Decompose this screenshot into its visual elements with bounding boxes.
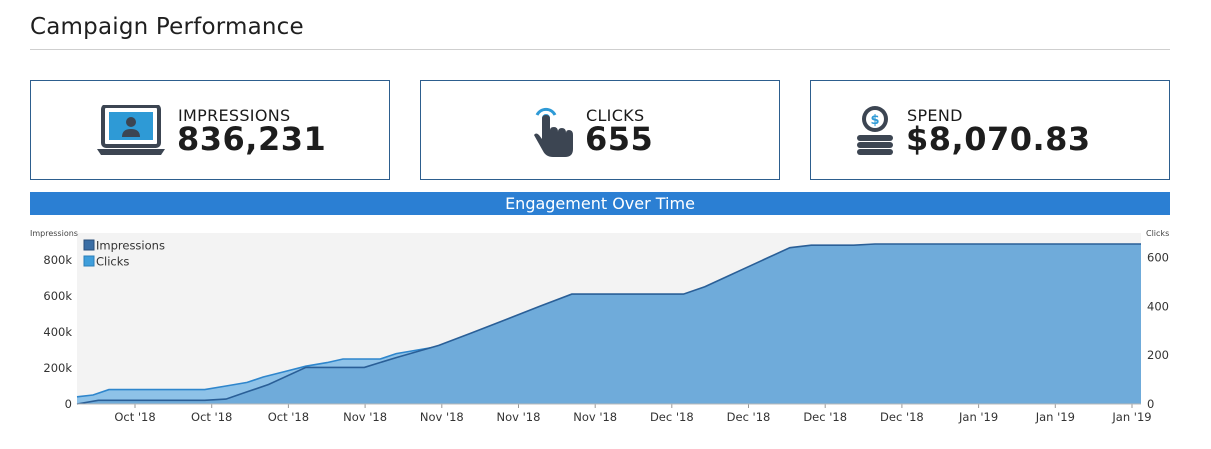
engagement-chart: 0 200k 400k 600k 800k 0 200 400 600 Oct '18 Oct '1… — [0, 222, 1211, 442]
clicks-area — [77, 244, 1141, 404]
x-tick-label: Dec '18 — [880, 410, 924, 424]
kpi-label: CLICKS — [586, 106, 645, 125]
x-tick-label: Jan '19 — [958, 410, 998, 424]
title-divider — [30, 49, 1170, 50]
clicks-line — [76, 243, 1141, 405]
section-header-band: Engagement Over Time — [30, 192, 1170, 215]
x-tick-label: Dec '18 — [727, 410, 771, 424]
kpi-impressions-card: IMPRESSIONS 836,231 — [30, 80, 390, 180]
kpi-value: 836,231 — [177, 120, 327, 158]
y-axis-left-label: Impressions — [30, 229, 78, 238]
laptop-user-icon — [97, 104, 165, 161]
y-right-tick-label: 0 — [1147, 397, 1154, 411]
coin-stack-icon: $ — [855, 105, 895, 161]
x-tick-label: Nov '18 — [497, 410, 541, 424]
x-tick-label: Oct '18 — [191, 410, 232, 424]
y-right-tick-label: 400 — [1147, 299, 1169, 313]
legend-label-clicks: Clicks — [96, 255, 129, 269]
x-tick-label: Nov '18 — [343, 410, 387, 424]
kpi-value: 655 — [585, 120, 654, 158]
x-tick-label: Nov '18 — [573, 410, 617, 424]
x-tick-label: Nov '18 — [420, 410, 464, 424]
x-tick-label: Oct '18 — [268, 410, 309, 424]
legend-swatch-clicks — [83, 255, 95, 267]
y-right-tick-label: 200 — [1147, 348, 1169, 362]
kpi-value: $8,070.83 — [906, 120, 1091, 158]
legend-label-impressions: Impressions — [96, 239, 165, 253]
y-left-tick-label: 200k — [43, 361, 72, 375]
kpi-label: SPEND — [907, 106, 963, 125]
legend-swatch-impressions — [83, 239, 95, 251]
y-axis-right-label: Clicks — [1146, 229, 1169, 238]
x-tick-label: Jan '19 — [1111, 410, 1151, 424]
y-left-tick-label: 400k — [43, 325, 72, 339]
kpi-spend-card: $ SPEND $8,070.83 — [810, 80, 1170, 180]
y-left-tick-label: 800k — [43, 253, 72, 267]
y-left-tick-label: 0 — [65, 397, 72, 411]
kpi-clicks-card: CLICKS 655 — [420, 80, 780, 180]
x-tick-label: Oct '18 — [114, 410, 155, 424]
page-title: Campaign Performance — [30, 14, 304, 40]
x-tick-label: Dec '18 — [650, 410, 694, 424]
kpi-label: IMPRESSIONS — [178, 106, 291, 125]
x-tick-label: Dec '18 — [803, 410, 847, 424]
engagement-chart-svg: 0 200k 400k 600k 800k 0 200 400 600 Oct '18 Oct '1… — [30, 229, 1169, 424]
y-left-tick-label: 600k — [43, 289, 72, 303]
x-tick-label: Jan '19 — [1035, 410, 1075, 424]
y-right-tick-label: 600 — [1147, 250, 1169, 264]
svg-text:$: $ — [870, 113, 879, 128]
pointer-hand-icon — [531, 105, 577, 163]
